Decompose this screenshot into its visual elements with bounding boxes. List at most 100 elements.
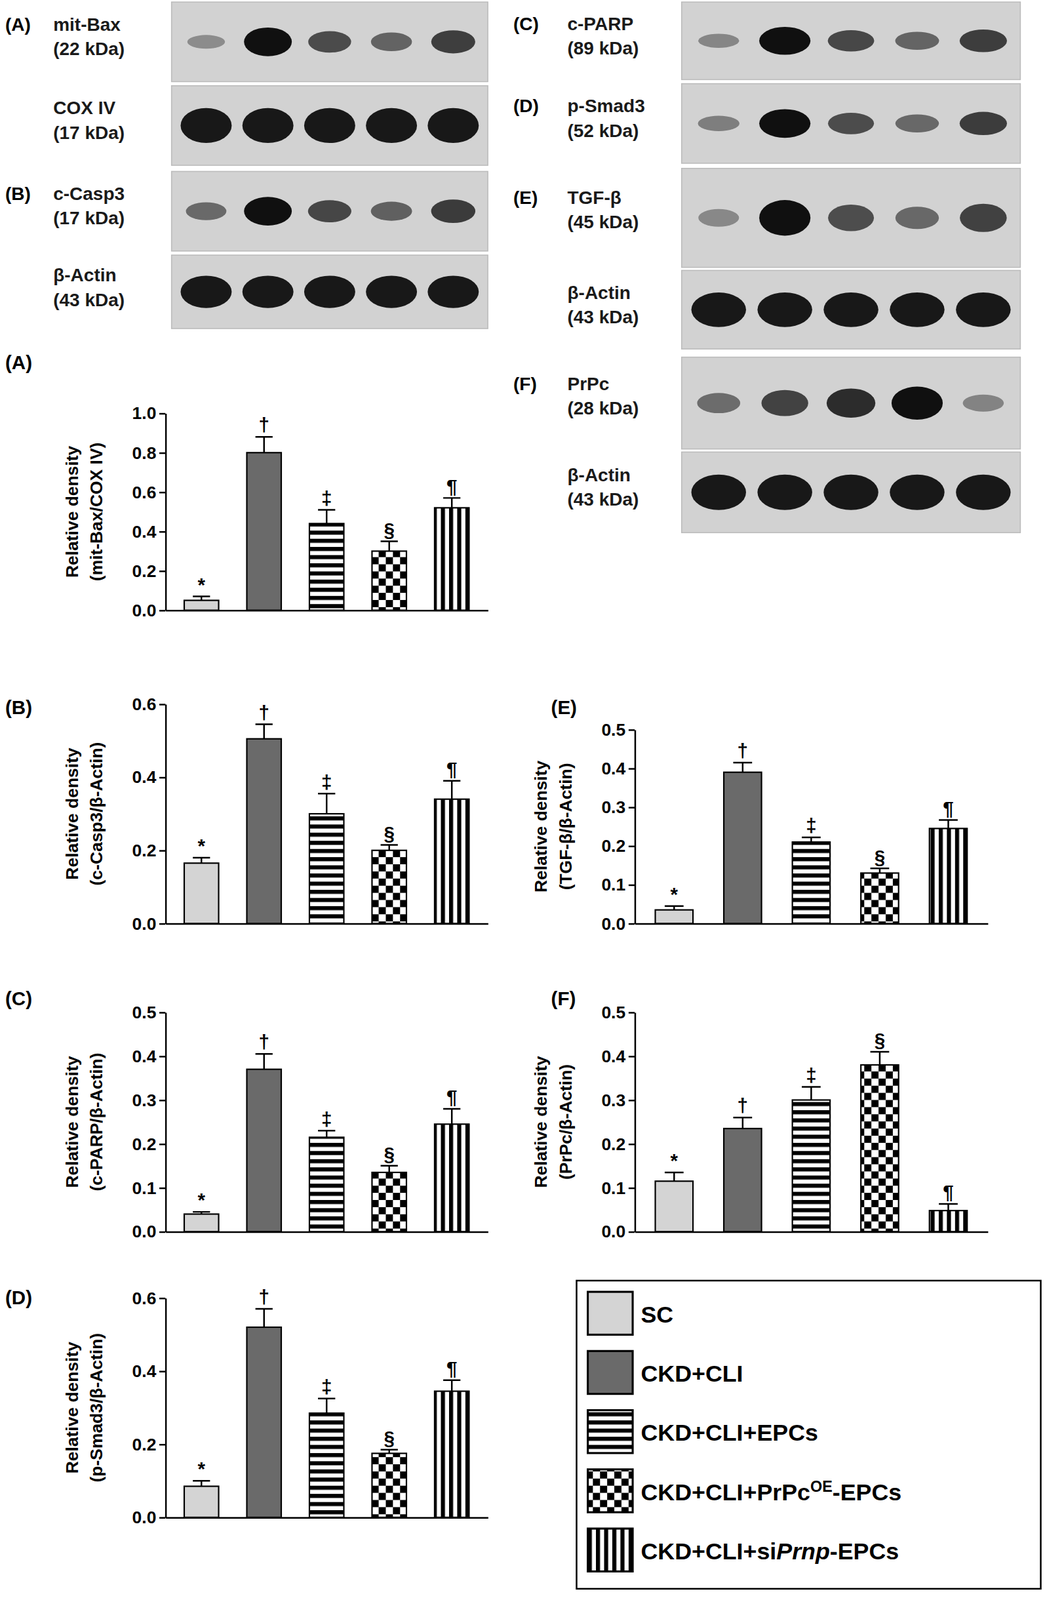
y-tick-mark	[628, 1231, 635, 1233]
significance-label: †	[258, 413, 270, 436]
error-bar	[380, 1449, 398, 1454]
y-tick-label: 0.3	[601, 797, 626, 817]
error-bar	[255, 723, 273, 739]
blot-band	[243, 27, 292, 57]
error-bar	[870, 1051, 890, 1065]
error-bar	[870, 867, 890, 873]
error-bar	[732, 1117, 752, 1129]
y-tick-mark	[628, 767, 635, 769]
panel-label: (E)	[513, 187, 538, 208]
significance-label: ¶	[446, 475, 457, 497]
y-tick-label: 0.2	[601, 1134, 626, 1154]
bar	[246, 1069, 282, 1232]
bar	[792, 1100, 831, 1232]
chart: (C)Relative density(c-PARP/β-Actin)0.00.…	[5, 987, 489, 1242]
y-axis-title: Relative density	[531, 1055, 551, 1188]
panel-label: (A)	[5, 14, 31, 35]
bar	[309, 523, 345, 610]
blot-band	[365, 275, 417, 308]
blot-image	[171, 85, 488, 166]
error-bar	[443, 1108, 461, 1124]
blot-band	[186, 201, 227, 220]
significance-label: ¶	[446, 1085, 457, 1108]
legend-label-part: -EPCs	[829, 1537, 899, 1565]
error-bar	[380, 844, 398, 850]
chart: (E)Relative density(TGF-β/β-Actin)0.00.1…	[531, 696, 988, 933]
blot-size: (89 kDa)	[567, 38, 639, 59]
y-tick-mark	[159, 1099, 166, 1101]
y-axis: 0.00.20.40.60.81.0	[132, 403, 167, 620]
y-tick-label: 0.2	[132, 1134, 157, 1154]
y-tick: 0.0	[132, 1507, 166, 1527]
y-tick: 0.0	[132, 600, 166, 621]
bar	[246, 1326, 282, 1518]
significance-label: *	[197, 573, 206, 596]
y-tick: 0.3	[132, 1090, 166, 1110]
error-bar	[317, 509, 336, 524]
y-tick: 0.6	[132, 482, 166, 503]
blot-band	[757, 474, 812, 511]
error-bar	[317, 793, 336, 814]
blot-protein: PrPc	[567, 373, 610, 395]
annotations: *†‡§¶	[670, 1028, 954, 1203]
blot-band	[242, 275, 294, 308]
y-axis-line	[165, 1298, 167, 1518]
significance-label: §	[874, 845, 886, 868]
y-tick-mark	[628, 1055, 635, 1057]
blot-band	[828, 204, 874, 231]
y-tick-mark	[159, 1231, 166, 1233]
y-tick-mark	[628, 806, 635, 808]
significance-label: †	[737, 1094, 749, 1116]
blot-band	[959, 203, 1007, 233]
blot-size: (17 kDa)	[53, 122, 125, 143]
chart: (A)Relative density(mit-Bax/COX IV)0.00.…	[5, 351, 489, 620]
chart-title: (A)	[5, 351, 33, 374]
significance-label: *	[670, 883, 679, 905]
blot-band	[242, 108, 294, 143]
blot-size: (52 kDa)	[567, 120, 639, 141]
y-tick: 0.1	[601, 1178, 635, 1198]
bar	[184, 862, 219, 924]
bar	[246, 452, 282, 610]
significance-label: ¶	[446, 1357, 457, 1379]
significance-label: *	[197, 834, 206, 857]
blot-image	[171, 255, 488, 329]
y-tick-mark	[159, 849, 166, 851]
y-tick: 0.4	[601, 1046, 635, 1066]
blot-protein: β-Actin	[53, 264, 117, 286]
y-axis-title: (mit-Bax/COX IV)	[86, 442, 107, 582]
blot-protein: c-PARP	[567, 13, 634, 35]
legend-swatch	[588, 1469, 633, 1512]
annotations: *†‡§¶	[197, 1285, 458, 1479]
y-axis: 0.00.10.20.30.40.5	[601, 719, 636, 934]
plot-area	[184, 1308, 469, 1518]
y-axis-title: Relative density	[531, 760, 551, 893]
y-tick: 0.2	[132, 1434, 166, 1455]
legend-swatch	[588, 1410, 633, 1453]
bar	[309, 1412, 345, 1518]
y-axis-title: (p-Smad3/β-Actin)	[86, 1332, 107, 1483]
legend-label: CKD+CLI+PrPcOE-EPCs	[641, 1477, 903, 1506]
significance-label: *	[197, 1457, 206, 1479]
y-axis-title: Relative density	[62, 1055, 82, 1188]
y-tick: 0.2	[132, 1134, 166, 1154]
bar	[184, 1213, 219, 1232]
error-bar	[801, 1086, 821, 1100]
bar	[434, 1123, 470, 1232]
y-tick-mark	[628, 729, 635, 731]
plot-area	[184, 436, 469, 610]
y-tick-mark	[159, 1516, 166, 1518]
y-tick: 0.8	[132, 443, 166, 463]
error-bar	[801, 837, 821, 842]
blot-band	[959, 29, 1007, 53]
blot-band	[698, 34, 739, 48]
error-bar	[255, 436, 273, 453]
y-tick-mark	[159, 413, 166, 415]
bar	[371, 850, 407, 924]
blot-band	[187, 34, 225, 49]
blot-band	[427, 108, 479, 143]
y-tick: 0.0	[132, 1221, 166, 1242]
annotations: *†‡§¶	[197, 413, 458, 595]
blot-image	[681, 83, 1021, 164]
y-tick-label: 0.2	[132, 840, 157, 861]
